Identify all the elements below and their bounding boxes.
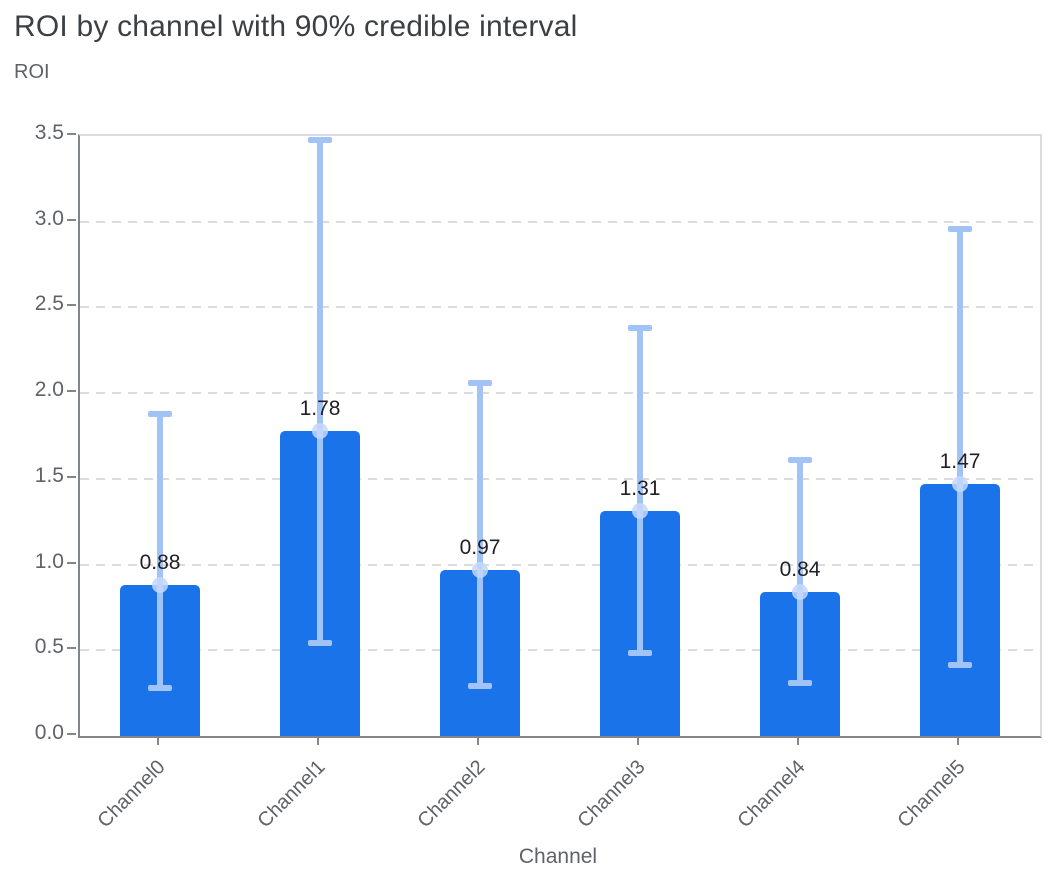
error-bar-line bbox=[157, 412, 163, 690]
error-bar-cap-bottom bbox=[788, 679, 812, 686]
error-bar-cap-top bbox=[468, 380, 492, 387]
x-axis-tick bbox=[317, 736, 319, 745]
y-tick-label: 3.5 bbox=[34, 121, 64, 144]
error-bar-cap-bottom bbox=[308, 640, 332, 647]
gridline bbox=[80, 477, 1040, 480]
error-bar-cap-top bbox=[308, 136, 332, 143]
y-axis-tick bbox=[67, 647, 76, 650]
gridline bbox=[80, 649, 1040, 652]
bar-value-label: 0.84 bbox=[779, 558, 821, 581]
error-bar-cap-top bbox=[788, 457, 812, 464]
mean-marker bbox=[792, 584, 808, 600]
chart-title: ROI by channel with 90% credible interva… bbox=[14, 10, 578, 43]
bar-value-label: 1.78 bbox=[299, 396, 341, 420]
error-bar-cap-top bbox=[628, 325, 652, 332]
y-tick-label: 2.5 bbox=[34, 292, 64, 316]
y-tick-label: 2.0 bbox=[34, 378, 64, 402]
y-axis-tick bbox=[67, 218, 76, 221]
y-axis-tick bbox=[67, 561, 76, 564]
y-tick-label: 0.0 bbox=[34, 721, 64, 744]
gridline bbox=[80, 220, 1040, 223]
x-axis-title: Channel bbox=[518, 845, 598, 868]
y-tick-label: 1.0 bbox=[34, 549, 64, 573]
gridline bbox=[80, 306, 1040, 309]
mean-marker bbox=[952, 476, 968, 492]
y-axis-tick bbox=[67, 733, 76, 735]
bar-value-label: 1.31 bbox=[619, 477, 661, 501]
error-bar-line bbox=[957, 226, 963, 668]
bar-value-label: 0.97 bbox=[459, 535, 501, 559]
error-bar-line bbox=[317, 137, 323, 646]
mean-marker bbox=[152, 577, 168, 594]
y-tick-label: 3.0 bbox=[34, 206, 64, 230]
gridline bbox=[80, 563, 1040, 566]
y-tick-label: 1.5 bbox=[34, 463, 64, 487]
mean-marker bbox=[632, 503, 648, 520]
bar-value-label: 0.88 bbox=[139, 551, 181, 575]
error-bar-cap-top bbox=[148, 411, 172, 417]
x-axis-tick bbox=[157, 736, 159, 745]
y-tick-label: 0.5 bbox=[34, 635, 64, 659]
error-bar-line bbox=[477, 381, 483, 688]
x-axis-tick bbox=[477, 736, 479, 745]
mean-marker bbox=[472, 561, 488, 578]
plot-area: 0.88 1.78 0.97 1.31 0.84 1.47 bbox=[78, 134, 1042, 738]
gridline bbox=[80, 392, 1040, 395]
error-bar-cap-bottom bbox=[948, 662, 972, 669]
x-axis-tick bbox=[957, 736, 959, 745]
error-bar-cap-bottom bbox=[468, 683, 492, 689]
y-axis-title: ROI bbox=[14, 61, 50, 83]
error-bar-line bbox=[637, 326, 643, 656]
y-axis-tick bbox=[67, 304, 76, 307]
y-axis-tick bbox=[67, 475, 76, 478]
mean-marker bbox=[312, 422, 328, 439]
bar-value-label: 1.47 bbox=[939, 450, 981, 473]
error-bar-cap-top bbox=[948, 225, 972, 232]
x-axis-tick bbox=[797, 736, 799, 745]
y-axis-tick bbox=[67, 133, 76, 135]
x-axis-tick bbox=[637, 736, 639, 745]
error-bar-cap-bottom bbox=[148, 684, 172, 691]
error-bar-line bbox=[797, 458, 803, 685]
error-bar-cap-bottom bbox=[628, 650, 652, 657]
y-axis-tick bbox=[67, 390, 76, 393]
